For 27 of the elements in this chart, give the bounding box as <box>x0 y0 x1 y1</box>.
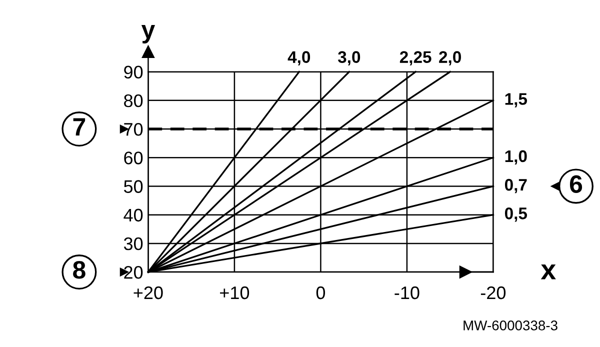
series-label: 1,0 <box>505 150 527 165</box>
text: 7 <box>73 118 86 136</box>
y-tick-label: 30 <box>124 237 143 250</box>
y-tick-label: 80 <box>124 94 143 108</box>
y-tick-label: 60 <box>124 152 143 164</box>
series-label: 4,0 <box>288 51 310 66</box>
x-tick-label: +20 <box>134 286 163 300</box>
legend-label: 0,7 <box>504 178 527 194</box>
x-axis-title: x <box>540 264 556 280</box>
y-axis-title: y <box>141 25 156 44</box>
y-tick-label: 70 <box>124 122 143 136</box>
series-label: 3,0 <box>338 51 360 66</box>
text: MW-6000338-3 <box>464 320 558 330</box>
series-label: 2,0 <box>439 51 461 66</box>
x-tick-label: -10 <box>394 286 420 300</box>
x-tick-label: +10 <box>220 286 250 300</box>
y-tick-label: 90 <box>124 66 143 79</box>
y-tick-label: 50 <box>124 180 143 193</box>
text: 6 <box>570 175 582 193</box>
y-tick-label: 40 <box>124 208 143 222</box>
y-tick-label: 20 <box>124 266 143 279</box>
series-label: 1,5 <box>505 93 528 108</box>
series-label: 2,25 <box>400 51 432 66</box>
text: 8 <box>73 261 86 279</box>
x-tick-label: -20 <box>480 286 506 300</box>
series-label: 0,5 <box>504 208 528 222</box>
x-tick-label: 0 <box>316 286 326 300</box>
